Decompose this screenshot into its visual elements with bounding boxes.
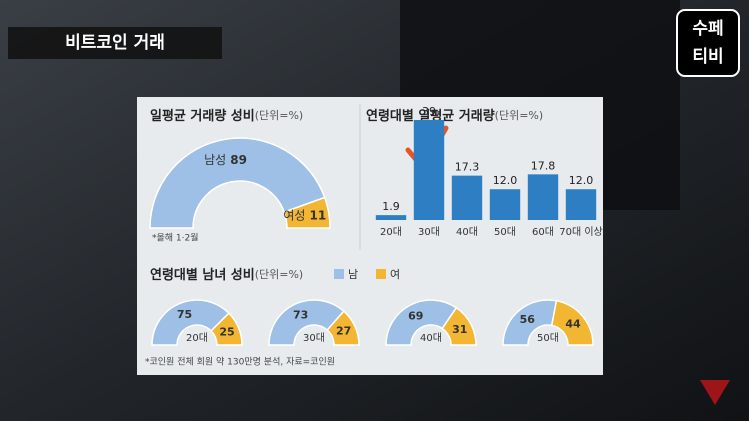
footer: *코인원 전체 회원 약 130만명 분석, 자료=코인원 (145, 356, 335, 368)
segment-category: 여성 (283, 209, 305, 223)
age-label: 20대 (186, 332, 208, 344)
age-label: 50대 (537, 332, 559, 344)
donut-segment (151, 299, 230, 346)
segment-category: 남성 (204, 153, 226, 167)
unit-text: (단위=%) (495, 109, 544, 122)
chart-title: 연령대별 남녀 성비(단위=%) (150, 267, 303, 283)
logo-text: 티비 (692, 47, 723, 67)
donut-segment (210, 312, 243, 346)
note: *올해 1·2월 (152, 232, 199, 244)
caption: 비트코인 거래 (65, 33, 165, 53)
donut-segment (441, 306, 477, 346)
legend-swatch (334, 269, 344, 279)
legend-swatch (376, 269, 386, 279)
legend-label: 남 (348, 268, 358, 281)
bar-value-label: 12.0 (493, 174, 518, 187)
donut-segment (502, 299, 558, 346)
segment-value: 73 (293, 308, 308, 321)
bar-value-label: 39 (422, 105, 436, 118)
segment-value: 69 (408, 309, 423, 322)
x-tick-label: 40대 (456, 226, 478, 238)
title-text: 연령대별 남녀 성비 (150, 267, 255, 283)
donut-segment (385, 299, 458, 346)
segment-value: 89 (230, 153, 247, 167)
bar (413, 120, 445, 220)
bar (527, 174, 559, 220)
donut-segment (550, 299, 594, 346)
title-text: 일평균 거래량 성비 (150, 108, 255, 124)
x-tick-label: 30대 (418, 226, 440, 238)
bar (489, 189, 521, 220)
unit-text: (단위=%) (255, 109, 304, 122)
donut-segment (283, 196, 331, 229)
bar (451, 175, 483, 220)
logo-text: 수페 (692, 19, 723, 39)
age-label: 30대 (303, 332, 325, 344)
legend-label: 여 (390, 268, 400, 281)
donut-segment (326, 310, 360, 346)
segment-value: 11 (309, 209, 326, 223)
bar-value-label: 17.3 (455, 161, 480, 174)
segment-value: 31 (452, 323, 467, 336)
bar-value-label: 17.8 (531, 159, 556, 172)
unit-text: (단위=%) (255, 268, 304, 281)
age-label: 40대 (420, 332, 442, 344)
x-tick-label: 70대 이상 (559, 226, 603, 238)
x-tick-label: 50대 (494, 226, 516, 238)
segment-value: 56 (520, 313, 536, 326)
donut-segment (149, 137, 326, 229)
donut-segment (268, 299, 345, 346)
chart-title: 일평균 거래량 성비(단위=%) (150, 108, 303, 124)
title-text: 연령대별 일평균 거래량 (366, 108, 495, 124)
bar-value-label: 12.0 (569, 174, 594, 187)
segment-value: 75 (177, 308, 192, 321)
corner-emblem (700, 380, 730, 405)
bar (375, 215, 407, 220)
segment-value: 25 (219, 326, 234, 339)
caption-box (8, 27, 222, 59)
x-tick-label: 60대 (532, 226, 554, 238)
bar (565, 189, 597, 220)
logo-box (676, 9, 740, 77)
chart-title: 연령대별 일평균 거래량(단위=%) (366, 108, 543, 124)
segment-value: 27 (336, 325, 351, 338)
x-tick-label: 20대 (380, 226, 402, 238)
bar-value-label: 1.9 (382, 200, 400, 213)
segment-value: 44 (565, 317, 581, 330)
